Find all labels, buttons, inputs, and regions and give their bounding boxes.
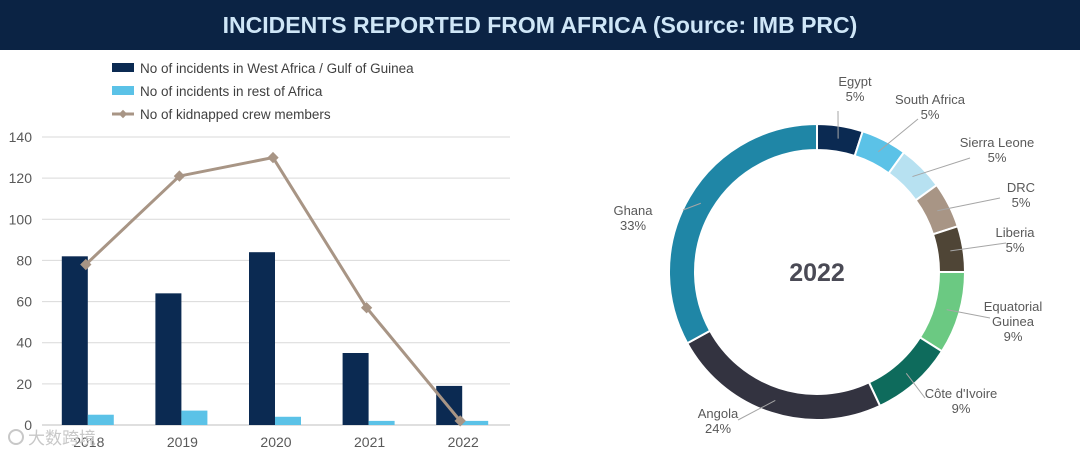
- y-tick-label: 100: [9, 211, 33, 227]
- slice-label: Guinea: [992, 314, 1035, 329]
- x-tick-label: 2022: [448, 434, 479, 450]
- legend-label: No of incidents in rest of Africa: [140, 84, 323, 99]
- legend-swatch: [112, 86, 134, 95]
- slice-label: Angola: [698, 406, 739, 421]
- slice-percent: 5%: [1012, 195, 1031, 210]
- legend-swatch: [112, 63, 134, 72]
- y-tick-label: 0: [24, 417, 32, 433]
- bar-rest-of-africa: [462, 420, 489, 425]
- bar-west-africa: [342, 353, 369, 425]
- x-tick-label: 2019: [167, 434, 198, 450]
- y-tick-label: 140: [9, 129, 33, 145]
- kidnapped-point: [173, 170, 186, 182]
- slice-label: South Africa: [895, 92, 966, 107]
- slice-percent: 9%: [1004, 329, 1023, 344]
- bar-rest-of-africa: [87, 414, 114, 425]
- leader-line: [737, 399, 776, 421]
- bar-rest-of-africa: [275, 416, 301, 425]
- legend-label: No of incidents in West Africa / Gulf of…: [140, 61, 414, 76]
- slice-percent: 5%: [846, 89, 865, 104]
- title-bar: INCIDENTS REPORTED FROM AFRICA (Source: …: [0, 0, 1080, 50]
- donut-center-label: 2022: [789, 259, 845, 287]
- slice-label: Egypt: [838, 74, 872, 89]
- slice-percent: 5%: [1006, 240, 1025, 255]
- slice-label: DRC: [1007, 180, 1035, 195]
- watermark: 大数跨境: [8, 424, 96, 449]
- y-tick-label: 20: [16, 376, 32, 392]
- leader-line: [946, 309, 991, 319]
- slice-percent: 33%: [620, 218, 646, 233]
- kidnapped-point: [454, 415, 466, 427]
- y-tick-label: 60: [16, 294, 32, 310]
- bar-rest-of-africa: [181, 410, 208, 425]
- slice-label: Liberia: [995, 225, 1035, 240]
- slice-percent: 9%: [952, 401, 971, 416]
- y-tick-label: 120: [9, 170, 33, 186]
- bar-west-africa: [155, 293, 182, 425]
- bar-rest-of-africa: [368, 420, 395, 425]
- slice-label: Sierra Leone: [960, 135, 1034, 150]
- slice-percent: 24%: [705, 421, 731, 436]
- watermark-logo-icon: [8, 428, 24, 445]
- slice-label: Equatorial: [984, 299, 1043, 314]
- y-tick-label: 80: [16, 252, 32, 268]
- bar-west-africa: [249, 252, 275, 425]
- watermark-text: 大数跨境: [28, 429, 96, 449]
- leader-line: [950, 242, 1007, 252]
- x-tick-label: 2018: [73, 434, 104, 450]
- slice-percent: 5%: [921, 107, 940, 122]
- leader-line: [905, 372, 926, 399]
- leader-line: [682, 202, 701, 211]
- page-title: INCIDENTS REPORTED FROM AFRICA (Source: …: [222, 11, 858, 38]
- kidnapped-point: [360, 302, 373, 314]
- incidents-combo-chart: 0 20 40 60 80 100 120 140 2018 2019 2020 2021 2022 No…: [9, 61, 510, 450]
- slice-percent: 5%: [988, 150, 1007, 165]
- x-tick-label: 2020: [260, 434, 291, 450]
- kidnapped-point: [267, 151, 279, 164]
- leader-line: [877, 118, 919, 153]
- y-tick-label: 40: [16, 335, 32, 351]
- legend-marker: [118, 109, 128, 119]
- bar-west-africa: [61, 256, 88, 425]
- leader-line: [937, 197, 1001, 212]
- x-tick-label: 2021: [354, 434, 385, 450]
- leader-line: [912, 157, 971, 178]
- slice-label: Côte d'Ivoire: [925, 386, 998, 401]
- legend-label: No of kidnapped crew members: [140, 107, 331, 122]
- donut-slice-ghana: [668, 122, 818, 345]
- slice-label: Ghana: [613, 203, 653, 218]
